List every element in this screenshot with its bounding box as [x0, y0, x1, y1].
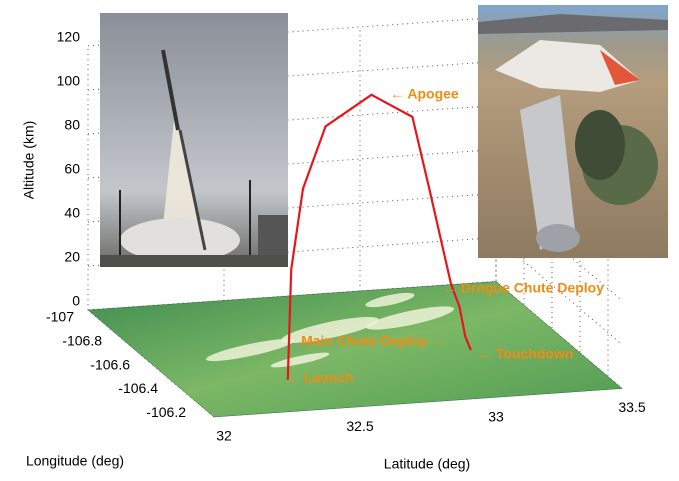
z-tick-label: 0	[72, 293, 80, 309]
annotation: ← Launch	[286, 370, 354, 386]
annotation: Main Chute Deploy →	[301, 333, 445, 349]
z-tick-label: 60	[64, 161, 80, 177]
page: Altitude (km) Longitude (deg) Latitude (…	[0, 0, 679, 481]
recovery-photo	[478, 5, 668, 258]
z-tick-label: 120	[57, 29, 81, 45]
x-tick-label: 33.5	[618, 399, 645, 415]
y-axis-label: Longitude (deg)	[26, 453, 124, 469]
annotation: ← Touchdown	[478, 346, 573, 362]
launch-photo	[100, 13, 288, 267]
z-tick-label: 20	[64, 249, 80, 265]
x-axis-label: Latitude (deg)	[384, 456, 470, 472]
chart: Altitude (km) Longitude (deg) Latitude (…	[0, 0, 679, 476]
y-tick-label: -106.8	[62, 332, 102, 348]
annotation: ← Drogue Chute Deploy	[443, 280, 604, 296]
y-tick-label: -106.4	[118, 380, 158, 396]
z-tick-label: 100	[57, 73, 81, 89]
x-tick-label: 32	[216, 428, 232, 444]
x-tick-label: 32.5	[346, 418, 373, 434]
x-tick-label: 33	[488, 409, 504, 425]
z-tick-label: 80	[64, 117, 80, 133]
y-tick-label: -106.6	[90, 356, 130, 372]
y-tick-label: -107	[46, 309, 74, 325]
z-axis-label: Altitude (km)	[21, 121, 37, 200]
annotation: ← Apogee	[390, 86, 459, 102]
y-tick-label: -106.2	[146, 404, 186, 420]
z-tick-label: 40	[64, 205, 80, 221]
